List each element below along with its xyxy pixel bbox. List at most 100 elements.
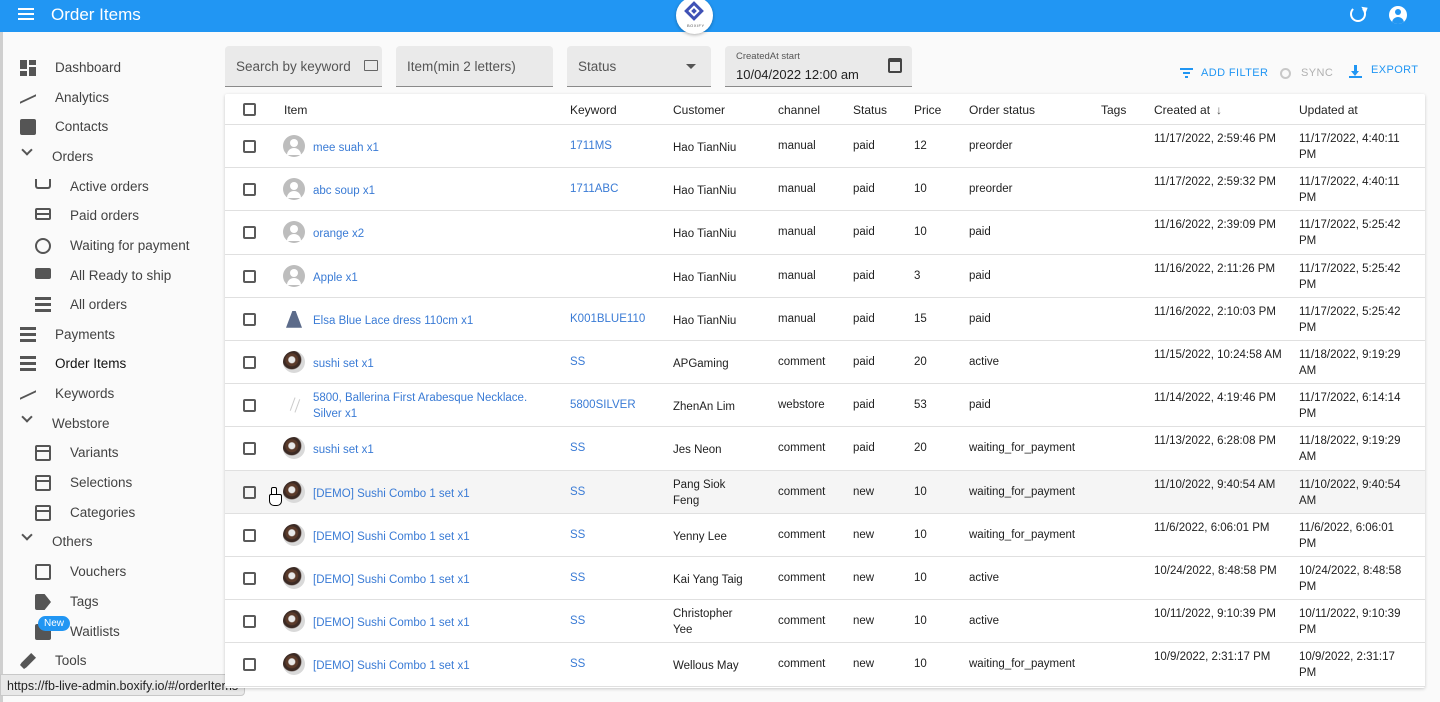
sidebar-item-analytics[interactable]: Analytics	[3, 84, 223, 112]
table-row[interactable]: 5800, Ballerina First Arabesque Necklace…	[225, 384, 1425, 428]
item-link[interactable]: [DEMO] Sushi Combo 1 set x1	[313, 574, 470, 586]
sidebar-item-tags[interactable]: Tags	[3, 588, 223, 616]
updated-at-cell: 10/9/2022, 2:31:17 PM	[1299, 651, 1395, 680]
row-checkbox[interactable]	[243, 140, 256, 153]
table-row[interactable]: orange x2 Hao TianNiu manual paid 10 paid 11/1…	[225, 211, 1425, 255]
search-input[interactable]: Search by keyword	[225, 46, 382, 87]
col-updated-at[interactable]: Updated at	[1299, 103, 1358, 117]
keyword-link[interactable]: K001BLUE110	[570, 312, 646, 325]
sidebar-item-payments[interactable]: Payments	[3, 321, 223, 349]
sidebar-item-label: All orders	[70, 297, 128, 312]
row-checkbox[interactable]	[243, 226, 256, 240]
item-link[interactable]: [DEMO] Sushi Combo 1 set x1	[313, 487, 470, 500]
sidebar-item-variants[interactable]: Variants	[3, 439, 223, 467]
export-button[interactable]: EXPORT	[1349, 64, 1418, 78]
col-status[interactable]: Status	[853, 103, 888, 117]
keyword-link[interactable]: SS	[570, 356, 586, 368]
item-link[interactable]: [DEMO] Sushi Combo 1 set x1	[313, 660, 470, 673]
sidebar-group-others[interactable]: Others	[3, 528, 223, 556]
keyword-link[interactable]: SS	[570, 485, 586, 498]
table-row[interactable]: [DEMO] Sushi Combo 1 set x1 SS Pang Siok F…	[225, 470, 1425, 514]
col-order-status[interactable]: Order status	[969, 103, 1036, 117]
calendar-icon[interactable]	[888, 58, 902, 73]
add-filter-button[interactable]: ADD FILTER	[1180, 67, 1268, 79]
keyword-link[interactable]: SS	[570, 442, 586, 455]
item-link[interactable]: [DEMO] Sushi Combo 1 set x1	[313, 530, 470, 543]
refresh-icon[interactable]	[1350, 6, 1366, 22]
row-checkbox[interactable]	[243, 485, 256, 499]
item-link[interactable]: sushi set x1	[313, 444, 374, 457]
table-row[interactable]: mee suah x1 1711MS Hao TianNiu manual paid 12…	[225, 125, 1425, 169]
sidebar-item-categories[interactable]: Categories	[3, 499, 223, 527]
keyword-link[interactable]: 5800SILVER	[570, 399, 636, 412]
table-row[interactable]: sushi set x1 SS APGaming comment paid 20 activ…	[225, 341, 1425, 385]
col-channel[interactable]: channel	[778, 103, 821, 117]
sidebar-item-waiting-for-payment[interactable]: Waiting for payment	[3, 232, 223, 260]
table-row[interactable]: abc soup x1 1711ABC Hao TianNiu manual paid 1…	[225, 168, 1425, 212]
account-icon[interactable]	[1389, 6, 1407, 24]
table-row[interactable]: [DEMO] Sushi Combo 1 set x1 SS Christopher…	[225, 600, 1425, 644]
boxify-logo[interactable]: BOXIFY	[676, 0, 713, 34]
sidebar-item-tools[interactable]: Tools	[3, 647, 223, 675]
row-checkbox[interactable]	[243, 572, 256, 585]
table-row[interactable]: [DEMO] Sushi Combo 1 set x1 SS Kai Yang Ta…	[225, 557, 1425, 601]
table-row[interactable]: [DEMO] Sushi Combo 1 set x1 SS Yenny Lee co…	[225, 514, 1425, 557]
table-row[interactable]: Apple x1 Hao TianNiu manual paid 3 paid 11/16/…	[225, 255, 1425, 298]
keyword-link[interactable]: SS	[570, 528, 586, 541]
sidebar-group-orders[interactable]: Orders	[3, 143, 223, 171]
sidebar-item-vouchers[interactable]: Vouchers	[3, 558, 223, 586]
sidebar-item-all-orders[interactable]: All orders	[3, 291, 223, 319]
row-checkbox[interactable]	[243, 312, 256, 326]
item-link[interactable]: [DEMO] Sushi Combo 1 set x1	[313, 617, 470, 630]
item-link[interactable]: Elsa Blue Lace dress 110cm x1	[313, 314, 474, 327]
row-checkbox[interactable]	[243, 269, 256, 283]
keyword-link[interactable]: 1711ABC	[570, 183, 619, 196]
menu-icon[interactable]	[18, 6, 36, 24]
select-all-checkbox[interactable]	[243, 103, 256, 116]
table-row[interactable]: [DEMO] Sushi Combo 1 set x1 SS Wellous May…	[225, 643, 1425, 687]
keyword-link[interactable]: 1711MS	[570, 140, 612, 152]
created-at-start-field[interactable]: CreatedAt start 10/04/2022 12:00 am	[725, 46, 912, 87]
row-checkbox[interactable]	[243, 183, 256, 197]
sidebar-item-keywords[interactable]: Keywords	[3, 380, 223, 408]
col-customer[interactable]: Customer	[673, 103, 726, 117]
sidebar-item-contacts[interactable]: Contacts	[3, 113, 223, 141]
col-keyword[interactable]: Keyword	[570, 103, 617, 117]
status-cell: paid	[853, 312, 875, 325]
item-link[interactable]: Apple x1	[313, 271, 358, 284]
sidebar-item-paid-orders[interactable]: Paid orders	[3, 202, 223, 230]
item-link[interactable]: sushi set x1	[313, 358, 374, 370]
channel-cell: comment	[778, 356, 826, 368]
row-checkbox[interactable]	[243, 528, 256, 542]
col-item[interactable]: Item	[284, 103, 308, 117]
item-thumbnail	[283, 523, 305, 546]
row-checkbox[interactable]	[243, 615, 256, 629]
table-row[interactable]: sushi set x1 SS Jes Neon comment paid 20 waiti…	[225, 427, 1425, 471]
status-select[interactable]: Status	[567, 46, 711, 87]
item-link[interactable]: 5800, Ballerina First Arabesque Necklace…	[313, 392, 528, 421]
col-created-at[interactable]: Created at ↓	[1154, 103, 1222, 117]
row-checkbox[interactable]	[243, 658, 256, 672]
keyword-link[interactable]: SS	[570, 658, 586, 671]
sidebar-item-waitlists[interactable]: Waitlists	[3, 618, 223, 646]
sidebar-item-dashboard[interactable]: Dashboard	[3, 54, 223, 82]
item-link[interactable]: abc soup x1	[313, 185, 376, 198]
sidebar-item-ready-to-ship[interactable]: All Ready to ship	[3, 262, 223, 290]
sidebar-item-order-items[interactable]: Order Items	[3, 350, 223, 378]
sidebar-item-active-orders[interactable]: Active orders	[3, 173, 223, 201]
sidebar-group-webstore[interactable]: Webstore	[3, 410, 223, 438]
item-link[interactable]: orange x2	[313, 228, 365, 241]
sidebar-item-selections[interactable]: Selections	[3, 469, 223, 497]
table-row[interactable]: Elsa Blue Lace dress 110cm x1 K001BLUE110…	[225, 298, 1425, 341]
row-checkbox[interactable]	[243, 399, 256, 413]
row-checkbox[interactable]	[243, 442, 256, 456]
col-tags[interactable]: Tags	[1101, 103, 1127, 117]
col-price[interactable]: Price	[914, 103, 942, 117]
sync-button[interactable]: SYNC	[1280, 67, 1333, 79]
created-at-cell: 10/24/2022, 8:48:58 PM	[1154, 565, 1277, 577]
keyword-link[interactable]: SS	[570, 615, 586, 628]
item-filter-input[interactable]: Item(min 2 letters)	[396, 46, 553, 87]
row-checkbox[interactable]	[243, 356, 256, 369]
keyword-link[interactable]: SS	[570, 572, 586, 584]
item-link[interactable]: mee suah x1	[313, 142, 379, 154]
